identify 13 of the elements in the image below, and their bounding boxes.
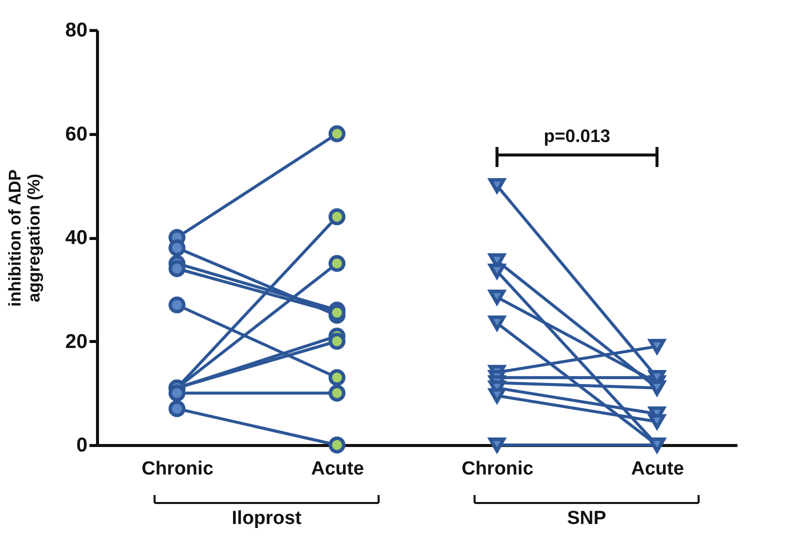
x-tick-label: Acute (631, 458, 684, 480)
y-tick-label: 20 (65, 330, 88, 353)
y-tick-label: 40 (65, 227, 88, 249)
text: Iloprost (232, 508, 302, 529)
annotation: p=0.013 (544, 126, 610, 146)
x-tick-label: Chronic (142, 458, 214, 480)
y-axis-title: inhibition of ADP aggregation (%) (5, 169, 44, 307)
y-tick-label: 80 (65, 20, 88, 42)
text: SNP (567, 508, 606, 529)
x-tick-label: Chronic (462, 458, 534, 480)
y-tick-label: 0 (76, 434, 88, 456)
x-tick-label: Acute (311, 458, 364, 480)
y-tick-label: 60 (65, 123, 88, 146)
